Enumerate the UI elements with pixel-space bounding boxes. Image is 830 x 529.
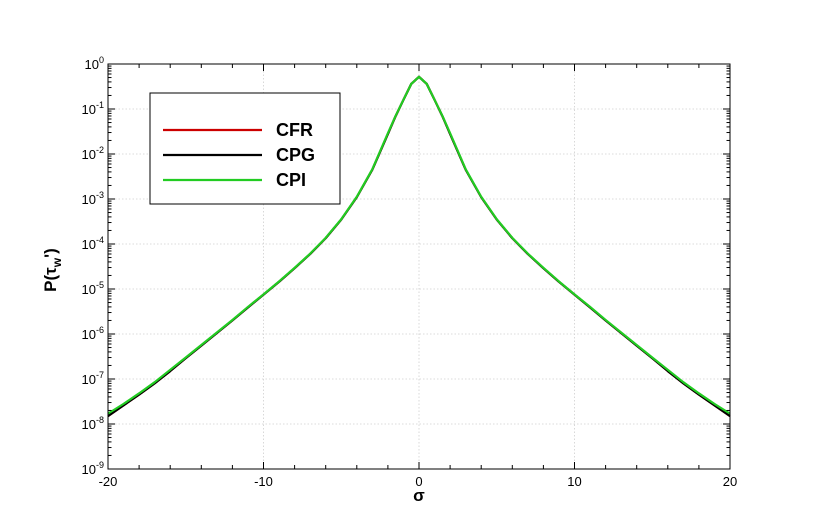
x-tick-label: -10 <box>254 474 273 489</box>
y-tick-label-exponent: -6 <box>96 325 104 335</box>
y-tick-label-base: 10 <box>82 192 96 207</box>
y-tick-label: 10-6 <box>82 325 104 342</box>
y-axis-title-suffix: ') <box>41 248 60 258</box>
y-tick-label-exponent: -1 <box>96 100 104 110</box>
series-group <box>107 75 731 417</box>
x-axis: -20 -10 0 10 20 <box>99 474 738 489</box>
y-axis-title-sub: w <box>50 257 64 268</box>
y-tick-label-base: 10 <box>82 417 96 432</box>
x-tick-label: -20 <box>99 474 118 489</box>
y-tick-label-base: 10 <box>85 57 99 72</box>
y-tick-label: 10-2 <box>82 145 104 162</box>
y-tick-label-base: 10 <box>82 147 96 162</box>
series-line-cpi <box>107 75 731 415</box>
x-axis-title: σ <box>413 486 425 505</box>
y-tick-label: 10-4 <box>82 235 104 252</box>
y-tick-label: 10-5 <box>82 280 104 297</box>
y-tick-label-exponent: -4 <box>96 235 104 245</box>
y-tick-label: 10-8 <box>82 415 104 432</box>
y-tick-label-base: 10 <box>82 372 96 387</box>
y-axis-title: P(τw') <box>41 248 64 292</box>
y-tick-label-exponent: -7 <box>96 370 104 380</box>
legend-label-cfr: CFR <box>276 120 313 140</box>
legend: CFR CPG CPI <box>149 92 341 205</box>
y-tick-label: 10-9 <box>82 460 104 477</box>
y-tick-label-exponent: -5 <box>96 280 104 290</box>
x-tick-label: 20 <box>723 474 737 489</box>
y-tick-label-base: 10 <box>82 462 96 477</box>
y-tick-label: 100 <box>85 55 104 72</box>
axis-ticks <box>107 63 731 470</box>
y-tick-label: 10-1 <box>82 100 104 117</box>
grid <box>108 64 730 469</box>
y-tick-label-exponent: -2 <box>96 145 104 155</box>
y-tick-label-exponent: 0 <box>99 55 104 65</box>
y-tick-label-exponent: -8 <box>96 415 104 425</box>
x-tick-label: 10 <box>567 474 581 489</box>
y-tick-label-base: 10 <box>82 102 96 117</box>
legend-box <box>149 92 341 205</box>
y-tick-label: 10-7 <box>82 370 104 387</box>
legend-label-cpg: CPG <box>276 145 315 165</box>
y-tick-label-base: 10 <box>82 282 96 297</box>
y-tick-label-exponent: -3 <box>96 190 104 200</box>
y-tick-label-base: 10 <box>82 327 96 342</box>
y-tick-label-base: 10 <box>82 237 96 252</box>
x-tick-label: 0 <box>415 474 422 489</box>
y-axis-title-base: P(τ <box>41 267 60 292</box>
y-tick-label-exponent: -9 <box>96 460 104 470</box>
legend-label-cpi: CPI <box>276 170 306 190</box>
y-tick-label: 10-3 <box>82 190 104 207</box>
